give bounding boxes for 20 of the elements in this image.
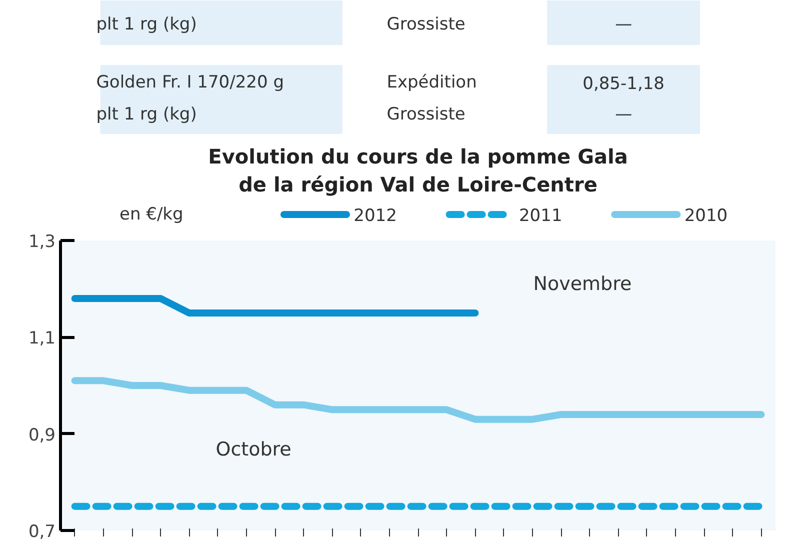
text: Golden Fr. I 170/220 g (96, 72, 284, 92)
chart-title: Evolution du cours de la pomme Gala de la région Val de Loire-Centre (208, 144, 628, 196)
y-tick-label: 0,7 (28, 522, 56, 542)
text: — (615, 104, 632, 124)
annotation: Novembre (533, 273, 632, 295)
text: plt 1 rg (kg) (96, 14, 197, 34)
y-axis-title: en €/kg (119, 204, 184, 224)
y-tick-label: 1,3 (28, 232, 56, 252)
legend-label: 2011 (518, 206, 562, 226)
text: 0,85-1,18 (582, 74, 664, 94)
legend-label: 2012 (354, 206, 397, 226)
text: Expédition (386, 72, 477, 92)
y-tick-label: 1,1 (28, 328, 56, 349)
annotation: Octobre (216, 438, 292, 460)
legend-label: 2010 (684, 206, 728, 226)
y-tick-label: 0,9 (28, 425, 56, 446)
text: plt 1 rg (kg) (96, 104, 197, 124)
text: Grossiste (386, 104, 466, 124)
text: — (615, 14, 632, 34)
text: Grossiste (386, 14, 466, 34)
